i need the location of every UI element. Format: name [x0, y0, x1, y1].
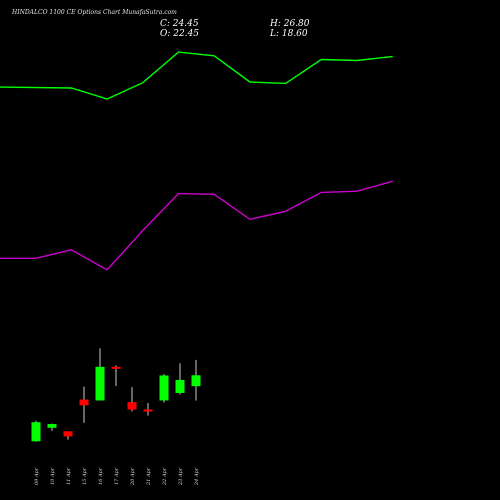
x-tick-label: 15 Apr — [82, 467, 88, 485]
x-axis-ticks: 09 Apr 10 Apr 11 Apr 15 Apr 16 Apr 17 Apr 20 A… — [34, 467, 200, 486]
candle-body — [159, 375, 169, 401]
x-tick-label: 10 Apr — [50, 467, 56, 485]
candle-body — [143, 409, 153, 412]
candle-body — [191, 375, 201, 387]
candle-body — [47, 424, 57, 428]
bands-layer — [0, 51, 393, 271]
candle-body — [111, 366, 121, 369]
x-tick-label: 21 Apr — [146, 467, 152, 486]
candle-body — [175, 379, 185, 393]
candle-body — [79, 399, 89, 406]
open-label: O: 22.45 — [160, 29, 199, 39]
low-label: L: 18.60 — [269, 29, 308, 39]
x-tick-label: 16 Apr — [98, 467, 104, 485]
close-label: C: 24.45 — [160, 19, 199, 29]
x-tick-label: 24 Apr — [194, 467, 200, 486]
chart-title: HINDALCO 1100 CE Options Chart MunafaSut… — [11, 9, 177, 16]
x-tick-label: 20 Apr — [130, 467, 136, 486]
x-tick-label: 09 Apr — [34, 467, 40, 485]
candle-body — [63, 431, 73, 437]
x-tick-label: 23 Apr — [178, 467, 184, 486]
high-label: H: 26.80 — [269, 19, 310, 29]
candle-body — [31, 422, 41, 442]
x-tick-label: 17 Apr — [114, 467, 120, 485]
candle-body — [95, 366, 105, 401]
x-tick-label: 22 Apr — [162, 467, 168, 486]
candles-layer — [31, 348, 201, 442]
upper-band-line — [0, 51, 393, 100]
x-tick-label: 11 Apr — [66, 467, 72, 485]
lower-band-line — [0, 180, 393, 271]
candle-body — [127, 402, 137, 410]
